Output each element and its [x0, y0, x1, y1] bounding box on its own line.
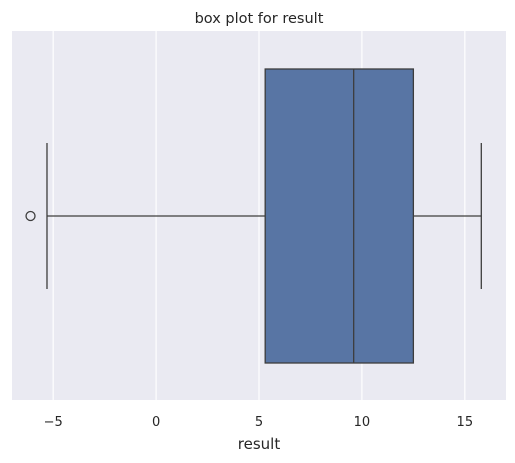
x-axis-ticks: −5 0 5 10 15	[44, 415, 474, 430]
x-tick-label: 0	[152, 415, 160, 430]
whiskers	[46, 143, 482, 289]
x-tick-label: 15	[457, 415, 474, 430]
x-tick-label: 10	[354, 415, 371, 430]
x-tick-label: −5	[44, 415, 63, 430]
x-tick-label: 5	[255, 415, 263, 430]
outlier-point	[25, 210, 36, 222]
outliers	[25, 210, 36, 222]
x-axis-label: result	[238, 435, 281, 453]
iqr-box	[264, 68, 415, 364]
chart-title: box plot for result	[195, 11, 324, 27]
